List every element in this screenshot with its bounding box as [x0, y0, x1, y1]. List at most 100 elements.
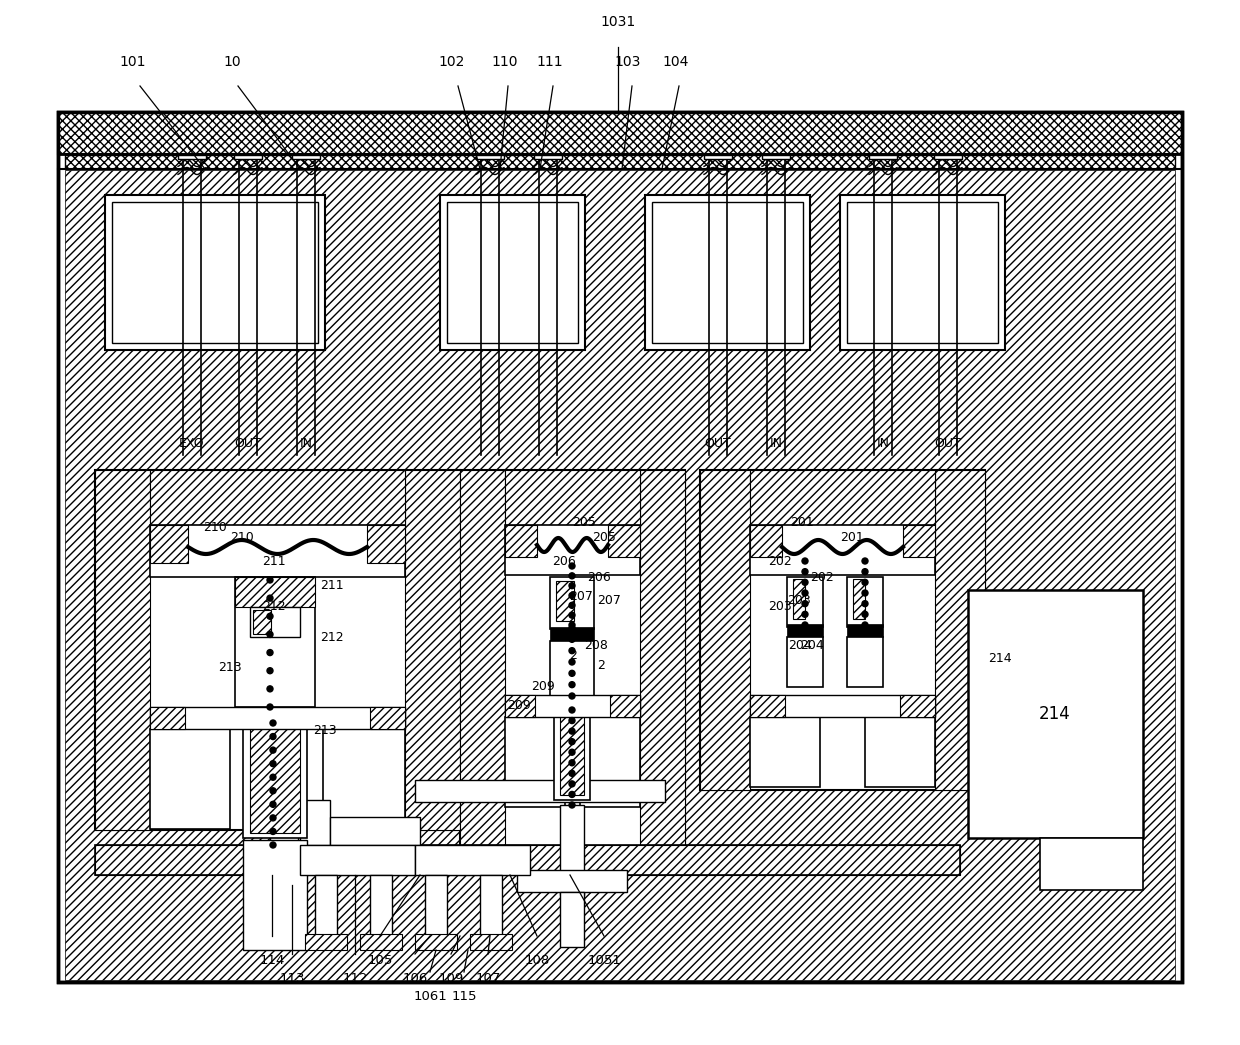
Text: 1061: 1061 [413, 990, 446, 1002]
Bar [903, 525, 935, 557]
Bar [270, 745, 298, 845]
Text: 10: 10 [223, 55, 241, 69]
Bar [763, 155, 790, 159]
Circle shape [569, 563, 575, 568]
Bar [243, 723, 308, 838]
Text: 206: 206 [552, 555, 575, 567]
Text: OUT: OUT [704, 437, 732, 449]
Text: 104: 104 [663, 55, 689, 69]
Text: 210: 210 [203, 520, 227, 534]
Bar [1040, 838, 1143, 890]
Bar [460, 470, 684, 870]
Bar [787, 624, 823, 637]
Text: 206: 206 [587, 571, 611, 583]
Bar [750, 695, 935, 717]
Bar [150, 470, 405, 525]
Circle shape [267, 577, 273, 583]
Bar [64, 155, 1176, 169]
Circle shape [267, 631, 273, 637]
Bar [224, 707, 325, 723]
Bar [610, 695, 640, 717]
Circle shape [267, 650, 273, 655]
Bar [315, 875, 337, 940]
Text: 208: 208 [584, 638, 608, 651]
Bar [750, 695, 785, 717]
Bar [64, 170, 1176, 980]
Text: 111: 111 [537, 55, 563, 69]
Circle shape [569, 602, 575, 608]
Bar [234, 155, 262, 159]
Bar [367, 525, 405, 563]
Bar [415, 780, 665, 802]
Text: 202: 202 [768, 555, 792, 567]
Bar [405, 470, 460, 830]
Circle shape [569, 636, 575, 643]
Bar [580, 717, 640, 807]
Bar [839, 195, 1004, 350]
Bar [370, 707, 405, 729]
Bar [150, 707, 185, 729]
Circle shape [569, 791, 575, 797]
Circle shape [802, 590, 808, 596]
Bar [750, 525, 782, 557]
Text: 204: 204 [800, 638, 823, 651]
Bar [300, 845, 415, 875]
Circle shape [862, 558, 868, 564]
Circle shape [862, 611, 868, 618]
Bar [794, 579, 805, 619]
Bar [560, 805, 584, 895]
Bar [534, 155, 562, 159]
Text: 108: 108 [525, 953, 549, 967]
Bar [415, 845, 529, 875]
Circle shape [569, 781, 575, 787]
Bar [179, 155, 206, 159]
Bar [150, 525, 188, 563]
Bar [58, 112, 1182, 982]
Circle shape [270, 774, 277, 781]
Bar [847, 577, 883, 627]
Bar [645, 195, 810, 350]
Bar [704, 155, 732, 159]
Text: 212: 212 [262, 600, 285, 612]
Bar [608, 525, 640, 557]
Bar [95, 845, 960, 875]
Text: 112: 112 [342, 972, 368, 984]
Circle shape [270, 788, 277, 794]
Text: 201: 201 [839, 531, 864, 543]
Text: 205: 205 [572, 515, 596, 529]
Circle shape [569, 593, 575, 599]
Bar [460, 470, 505, 870]
Bar [968, 590, 1143, 838]
Circle shape [862, 601, 868, 607]
Circle shape [862, 568, 868, 575]
Bar [425, 875, 446, 940]
Bar [869, 155, 897, 159]
Bar [360, 934, 402, 950]
Text: 209: 209 [507, 698, 531, 712]
Circle shape [569, 622, 575, 628]
Text: 204: 204 [787, 638, 812, 651]
Bar [480, 875, 502, 940]
Bar [95, 470, 460, 830]
Circle shape [569, 739, 575, 745]
Circle shape [802, 558, 808, 564]
Text: 211: 211 [262, 555, 285, 567]
Bar [250, 728, 300, 833]
Bar [750, 470, 935, 525]
Circle shape [569, 573, 575, 579]
Bar [322, 729, 405, 829]
Bar [505, 525, 537, 557]
Text: 1051: 1051 [587, 953, 621, 967]
Bar [900, 695, 935, 717]
Bar [787, 577, 823, 627]
Circle shape [802, 622, 808, 628]
Circle shape [569, 707, 575, 713]
Text: 2: 2 [596, 658, 605, 672]
Bar [505, 525, 640, 575]
Circle shape [267, 686, 273, 692]
Bar [95, 845, 960, 875]
Bar [150, 525, 405, 577]
Text: 207: 207 [596, 594, 621, 606]
Text: 205: 205 [591, 531, 616, 543]
Text: IN: IN [300, 437, 312, 449]
